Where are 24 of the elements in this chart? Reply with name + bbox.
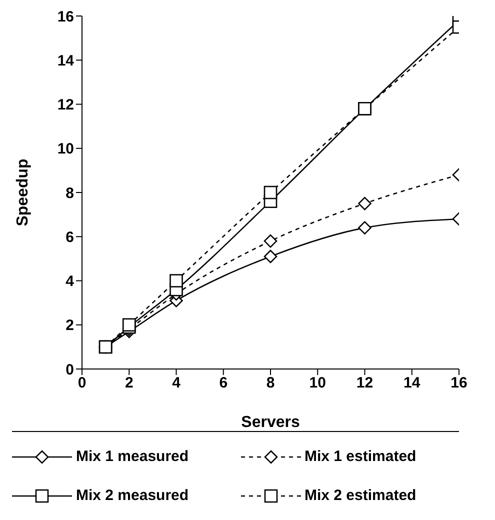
y-tick-label: 14 xyxy=(57,52,75,70)
x-axis-title: Servers xyxy=(241,414,300,431)
x-tick-label: 10 xyxy=(309,374,326,392)
y-tick-label: 12 xyxy=(57,96,74,114)
y-tick-label: 4 xyxy=(66,273,75,290)
y-tick-label: 10 xyxy=(57,140,74,158)
y-axis-title: Speedup xyxy=(14,158,32,226)
x-tick-label: 4 xyxy=(172,374,182,392)
x-tick-label: 2 xyxy=(124,374,134,392)
x-tick-label: 14 xyxy=(404,374,421,392)
legend-label: Mix 1 measured xyxy=(76,448,189,465)
legend-label: Mix 1 estimated xyxy=(304,448,416,465)
y-tick-label: 0 xyxy=(66,361,74,378)
y-tick-label: 2 xyxy=(66,317,74,334)
legend-label: Mix 2 estimated xyxy=(304,487,416,504)
x-tick-label: 12 xyxy=(356,374,374,392)
legend-label: Mix 2 measured xyxy=(76,487,189,504)
x-tick-label: 16 xyxy=(450,374,468,392)
y-tick-label: 16 xyxy=(57,8,74,26)
x-tick-label: 6 xyxy=(219,374,228,392)
x-tick-label: 8 xyxy=(266,374,275,392)
y-tick-label: 8 xyxy=(66,184,74,202)
y-tick-label: 6 xyxy=(66,228,74,246)
x-tick-label: 0 xyxy=(78,374,86,392)
